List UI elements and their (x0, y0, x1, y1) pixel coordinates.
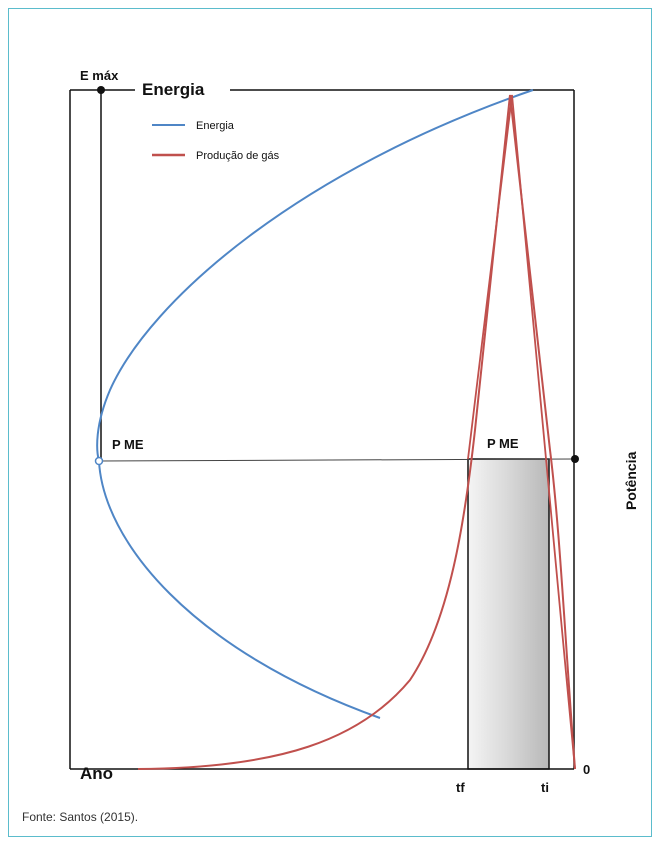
emax-label: E máx (80, 68, 119, 83)
legend-gas-label: Produção de gás (196, 150, 280, 162)
pme-line (98, 458, 575, 462)
energia-title: Energia (142, 80, 205, 99)
emax-dot (97, 86, 105, 94)
pme-right-label: P ME (487, 436, 519, 451)
tf-label: tf (456, 780, 465, 795)
ano-label: Ano (80, 764, 113, 783)
legend: Energia Produção de gás (152, 120, 280, 162)
zero-label: 0 (583, 762, 590, 777)
ti-label: ti (541, 780, 549, 795)
gas-production-curve (137, 94, 576, 770)
pme-left-label: P ME (112, 437, 144, 452)
energy-curve (96, 89, 534, 719)
shaded-area-tf-ti (467, 458, 550, 770)
gas-production-curve-inner (467, 94, 576, 770)
source-caption: Fonte: Santos (2015). (22, 810, 139, 824)
legend-energy-label: Energia (196, 120, 235, 132)
pme-left-dot (94, 456, 104, 466)
pme-right-dot (571, 455, 579, 463)
potencia-label: Potência (623, 451, 639, 510)
